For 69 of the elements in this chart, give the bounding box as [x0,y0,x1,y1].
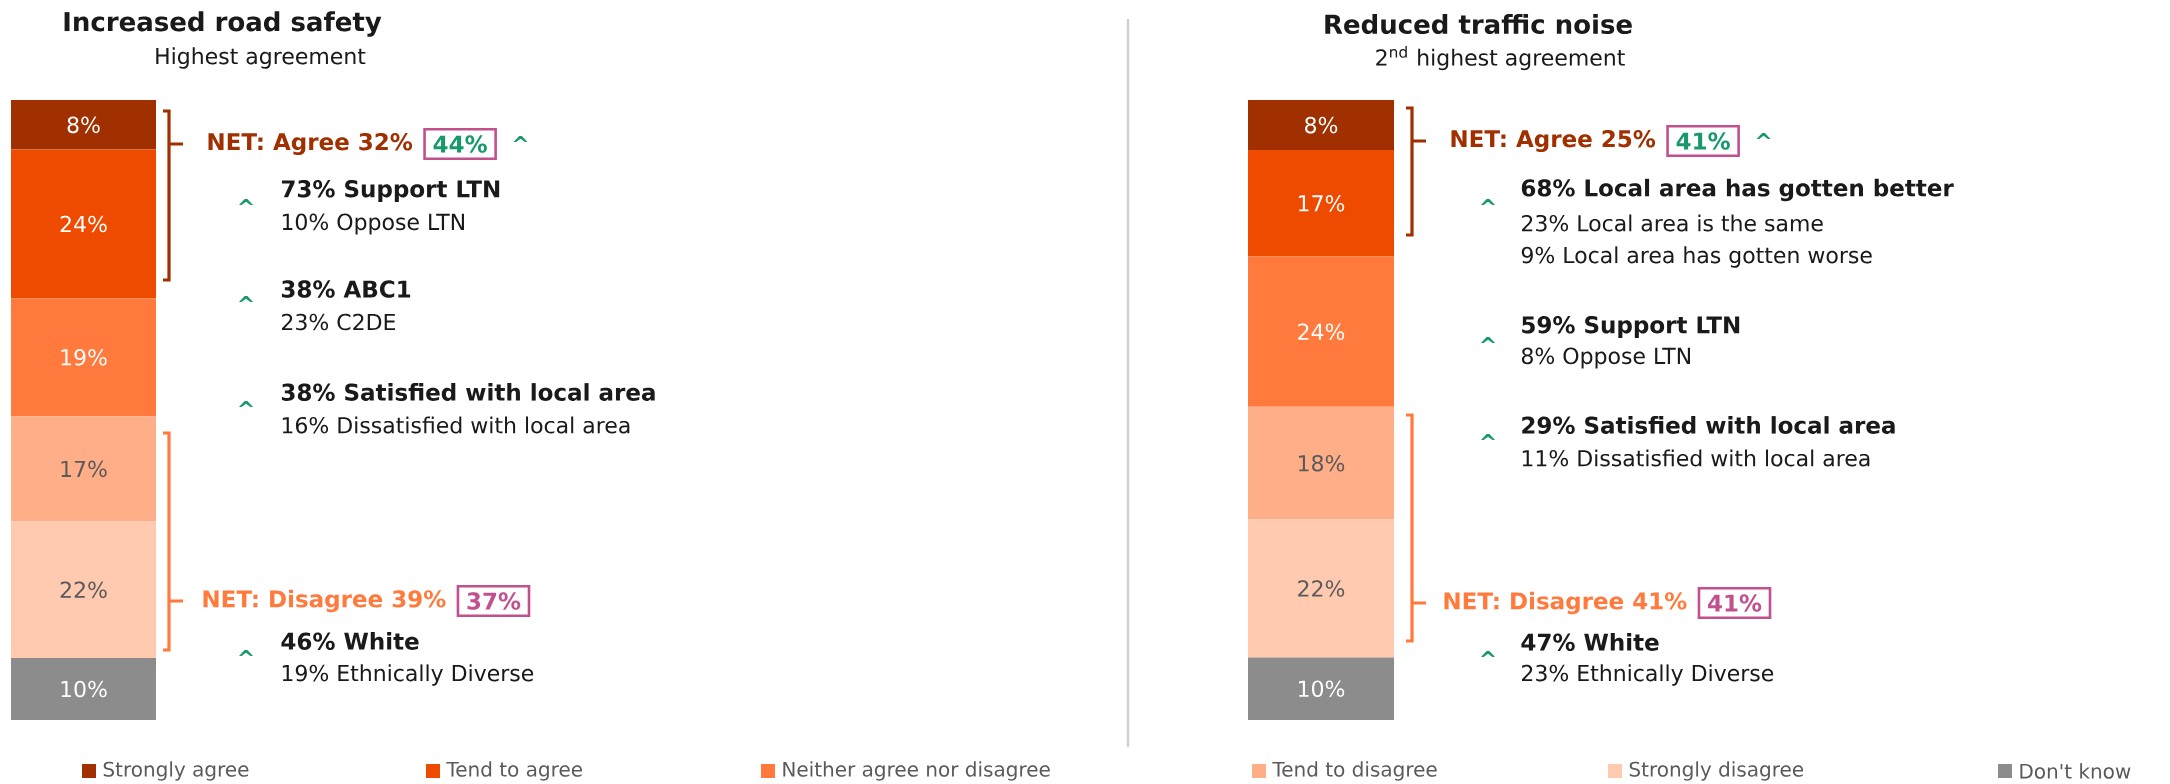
text: 38% Satisfied with local area [281,383,655,401]
text: NET: Disagree 39% [203,589,446,613]
bar [1248,100,1395,151]
text: 68% Local area has gotten better [1521,178,1954,202]
text: 29% Satisfied with local area [1522,416,1895,434]
text: ^ [1481,651,1496,657]
data-label: 17% [61,460,107,478]
text: Highest agreement [156,47,366,69]
text: 16% Dissatisfied with local area [282,416,630,434]
text: 47% White [1521,633,1659,651]
bar [1248,256,1395,407]
bar [11,521,157,659]
data-label: 24% [60,215,107,233]
text: NET: Disagree 41% [1444,591,1687,615]
text: ^ [1756,133,1771,139]
bar [11,298,157,417]
text: ^ [239,296,254,302]
text: NET: Agree 32% [208,133,413,156]
text: ^ [239,401,254,407]
text: 23% Ethnically Diverse [1522,664,1774,686]
text: 46% White [281,632,419,650]
text: Reduced traffic noise [1325,13,1632,35]
text: 8% Oppose LTN [1521,347,1690,369]
bar [11,658,157,721]
data-label: 8% [1305,116,1338,134]
text: NET: Agree 25% [1451,130,1656,153]
data-label: 10% [1298,680,1345,698]
text: 23% C2DE [282,313,396,331]
text: ^ [1481,434,1496,440]
text: 2$^{nd}$ highest agreement [1376,45,1625,71]
text: ^ [239,199,254,205]
data-label: 18% [1298,454,1345,472]
legend-label: Tend to disagree [1272,761,1437,781]
data-label: 17% [1298,195,1345,212]
legend-label: Tend to agree [446,761,583,781]
text: ^ [1481,199,1496,205]
data-label: 22% [60,581,107,599]
legend-label: Don't know [2020,763,2131,779]
legend-label: Strongly disagree [1629,761,1804,781]
data-label: 24% [1298,323,1345,341]
text: 37% [467,592,521,610]
bar [1248,406,1395,520]
text: ^ [239,650,254,656]
bar [1248,150,1395,257]
text: 11% Dissatisfied with local area [1522,449,1870,467]
text: 41% [1676,132,1730,150]
data-label: 19% [61,349,107,366]
text: 41% [1707,594,1762,612]
text: 73% Support LTN [281,180,500,202]
legend-label: Strongly agree [103,761,249,781]
text: 19% Ethnically Diverse [282,664,534,686]
text: 10% Oppose LTN [282,213,464,235]
text: ^ [1481,337,1496,343]
bar [1248,519,1395,658]
data-label: 22% [1298,580,1345,597]
text: 59% Support LTN [1522,316,1740,338]
text: Increased road safety [64,11,382,37]
bar [1248,657,1395,720]
text: 9% Local area has gotten worse [1521,246,1872,268]
data-label: 10% [61,680,107,698]
bar [11,149,157,299]
text: 44% [433,135,487,153]
legend-label: Neither agree nor disagree [783,761,1050,781]
bar [11,100,157,150]
bar [11,416,157,522]
text: ^ [513,136,528,142]
data-label: 8% [67,116,100,134]
text: 38% ABC1 [281,280,411,298]
text: 23% Local area is the same [1522,214,1823,232]
